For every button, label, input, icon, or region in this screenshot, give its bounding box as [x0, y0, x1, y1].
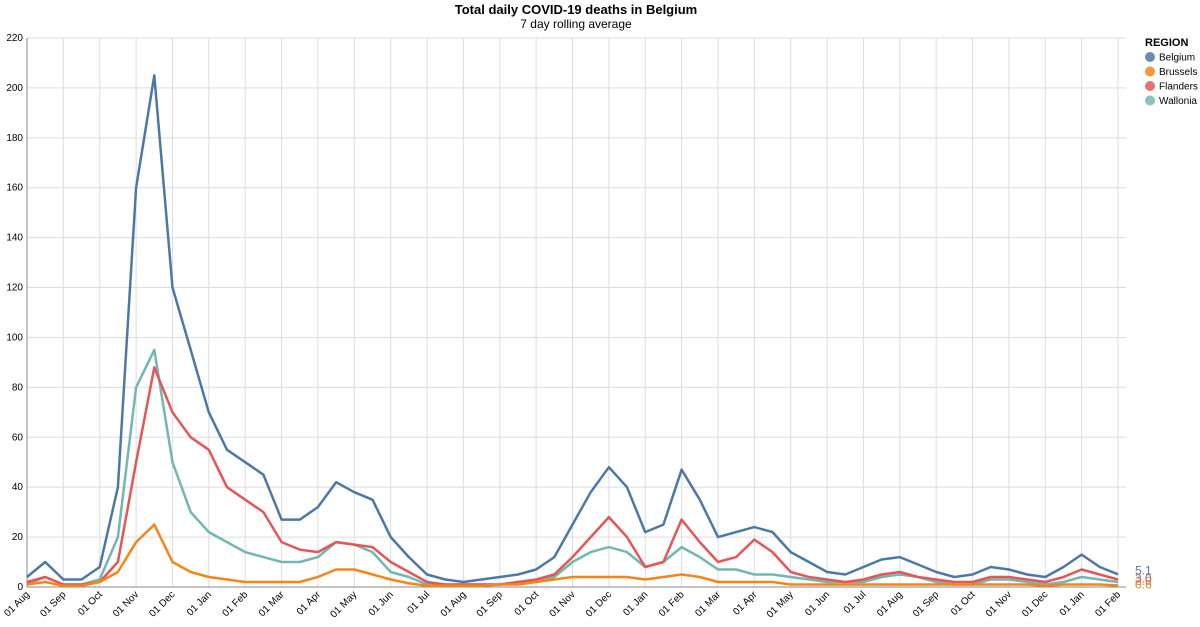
x-tick-label: 01 Feb [657, 589, 687, 619]
end-label: 3.0 [1135, 572, 1152, 586]
legend-swatch [1145, 81, 1155, 91]
x-tick-label: 01 Jun [367, 589, 396, 618]
y-tick-label: 220 [6, 33, 23, 44]
legend-swatch [1145, 52, 1155, 62]
legend-label: Wallonia [1159, 96, 1197, 107]
y-tick-label: 160 [6, 183, 23, 194]
y-tick-label: 80 [12, 382, 24, 393]
x-tick-label: 01 Mar [257, 589, 287, 619]
end-label: 2.0 [1135, 574, 1152, 588]
x-tick-label: 01 Jun [803, 589, 832, 618]
x-tick-label: 01 Jul [842, 589, 869, 616]
y-tick-label: 100 [6, 332, 23, 343]
y-tick-label: 180 [6, 133, 23, 144]
series-line [26, 348, 1119, 586]
y-tick-label: 120 [6, 283, 23, 294]
legend-title: REGION [1145, 37, 1188, 49]
x-tick-label: 01 Nov [984, 589, 1014, 619]
x-tick-label: 01 Apr [731, 589, 760, 618]
x-tick-label: 01 Jan [621, 589, 650, 618]
x-tick-label: 01 Jul [406, 589, 433, 616]
end-label: 0.6 [1135, 578, 1152, 592]
x-tick-label: 01 Feb [1093, 589, 1123, 619]
x-tick-label: 01 Aug [875, 589, 905, 619]
x-tick-label: 01 Sep [38, 589, 68, 619]
chart-subtitle: 7 day rolling average [520, 17, 632, 31]
x-tick-label: 01 Oct [76, 589, 105, 618]
x-tick-label: 01 May [765, 589, 796, 620]
y-tick-label: 200 [6, 83, 23, 94]
x-tick-label: 01 Apr [295, 589, 324, 618]
y-tick-label: 140 [6, 233, 23, 244]
y-tick-label: 40 [12, 482, 24, 493]
x-tick-label: 01 Nov [547, 589, 577, 619]
legend-swatch [1145, 95, 1155, 106]
chart-title: Total daily COVID-19 deaths in Belgium [455, 2, 697, 17]
y-tick-label: 0 [17, 582, 23, 593]
series-line [26, 74, 1119, 584]
x-tick-label: 01 Feb [221, 589, 251, 619]
x-tick-label: 01 Sep [475, 589, 505, 619]
x-tick-label: 01 May [328, 589, 359, 620]
x-tick-label: 01 Dec [147, 589, 177, 619]
legend-swatch [1145, 66, 1155, 77]
x-tick-label: 01 Jan [1058, 589, 1087, 618]
series-line [26, 366, 1119, 586]
x-tick-label: 01 Oct [513, 589, 542, 618]
y-tick-label: 60 [12, 432, 24, 443]
x-tick-label: 01 Jan [185, 589, 214, 618]
series-line [26, 523, 1119, 588]
legend-label: Brussels [1159, 67, 1197, 78]
y-tick-label: 20 [12, 532, 24, 543]
x-tick-label: 01 Dec [584, 589, 614, 619]
x-tick-label: 01 Oct [949, 589, 978, 618]
legend-label: Flanders [1159, 82, 1198, 93]
x-tick-label: 01 Dec [1020, 589, 1050, 619]
x-tick-label: 01 Aug [2, 589, 32, 619]
legend-label: Belgium [1159, 53, 1195, 64]
x-tick-label: 01 Sep [911, 589, 941, 619]
end-label: 5.1 [1135, 563, 1152, 577]
x-tick-label: 01 Mar [693, 589, 723, 619]
x-tick-label: 01 Aug [439, 589, 469, 619]
x-tick-label: 01 Nov [111, 589, 141, 619]
